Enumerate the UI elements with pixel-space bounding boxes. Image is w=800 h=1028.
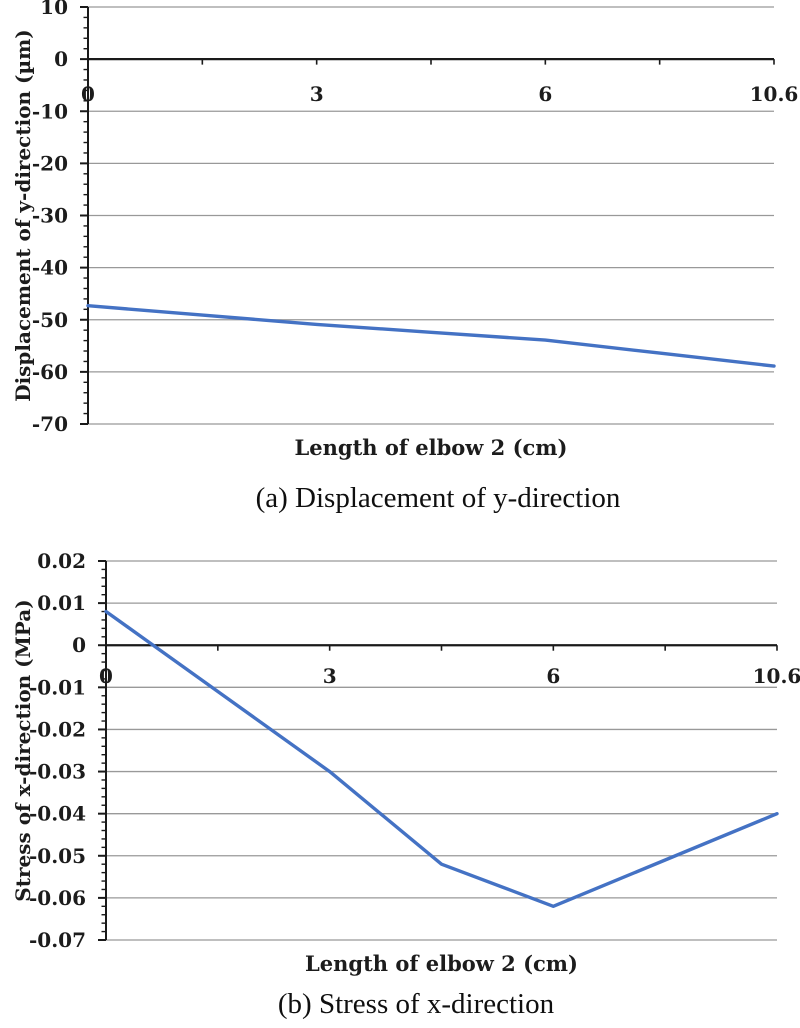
caption-b: (b) Stress of x-direction: [0, 988, 800, 1021]
series-line: [86, 304, 776, 368]
caption-b-text: (b) Stress of x-direction: [277, 988, 555, 1020]
y-tick-label: -0.04: [29, 802, 86, 826]
x-tick-label: 3: [310, 82, 324, 106]
y-tick-label: -0.07: [29, 928, 86, 952]
y-tick-label: -0.02: [29, 717, 86, 741]
y-axis-title: Stress of x-direction (MPa): [11, 599, 35, 901]
y-tick-label: -20: [32, 151, 68, 175]
y-tick-label: -50: [32, 308, 68, 332]
x-tick-label: 10.6: [753, 664, 800, 688]
y-tick-label: 0.02: [37, 549, 86, 573]
y-tick-label: -0.03: [29, 760, 86, 784]
y-tick-label: -0.01: [29, 675, 86, 699]
x-axis-title: Length of elbow 2 (cm): [295, 435, 568, 460]
caption-a-text: (a) Displacement of y-direction: [255, 482, 621, 514]
y-tick-label: -40: [32, 256, 68, 280]
x-tick-label: 6: [538, 82, 552, 106]
y-tick-label: -30: [32, 204, 68, 228]
x-tick-label: 10.6: [750, 82, 799, 106]
y-tick-label: 10: [40, 0, 68, 19]
chart-b-stress-line-chart: -0.07 -0.06 -0.05 -0.04 -0.03 -0.02 -0.01 0 0.01…: [11, 549, 800, 976]
chart-a-displacement-line-chart: -70 -60 -50 -40 -30 -20 -10 0 10 0 3 6 10.6 Length of…: [11, 0, 799, 460]
y-axis-title: Displacement of y-direction (µm): [11, 29, 35, 402]
x-tick-label: 0: [99, 664, 113, 688]
y-tick-label: 0: [54, 47, 68, 71]
x-tick-label: 0: [81, 82, 95, 106]
y-tick-label: -0.05: [29, 844, 86, 868]
x-axis-title: Length of elbow 2 (cm): [305, 951, 578, 976]
y-tick-label: -10: [32, 99, 68, 123]
y-tick-label: -60: [32, 360, 68, 384]
y-tick-label: -0.06: [29, 886, 86, 910]
y-tick-label: 0.01: [37, 591, 86, 615]
series-line: [104, 609, 779, 908]
x-tick-label: 3: [323, 664, 337, 688]
y-tick-label: -70: [32, 412, 68, 436]
x-tick-label: 6: [546, 664, 560, 688]
caption-a: (a) Displacement of y-direction: [0, 482, 800, 515]
y-tick-label: 0: [72, 633, 86, 657]
